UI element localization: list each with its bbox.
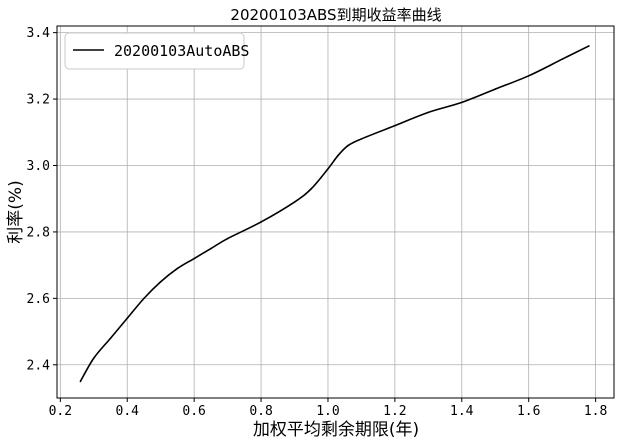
data-point	[92, 357, 95, 359]
y-tick-label: 3.4	[27, 26, 51, 41]
legend-label: 20200103AutoABS	[114, 42, 249, 60]
data-point	[260, 221, 262, 223]
data-point	[360, 138, 363, 140]
data-point	[143, 297, 145, 300]
data-point	[588, 45, 590, 47]
plot-frame	[56, 25, 615, 399]
chart-title: 20200103ABS到期收益率曲线	[230, 6, 441, 24]
y-axis: 2.4 2.6 2.8 3.0 3.2 3.4	[27, 26, 57, 373]
data-point	[226, 237, 229, 240]
y-tick-label: 2.4	[27, 358, 51, 373]
x-tick-label: 1.0	[316, 404, 339, 419]
legend: 20200103AutoABS	[64, 32, 249, 70]
x-tick-label: 0.2	[49, 404, 72, 419]
data-point	[427, 111, 430, 114]
data-point	[561, 58, 563, 61]
data-point	[527, 75, 530, 77]
x-tick-label: 1.4	[450, 404, 474, 419]
data-point	[79, 380, 82, 383]
series-layer	[79, 45, 590, 383]
data-point	[310, 187, 313, 190]
y-axis-label: 利率(%)	[6, 180, 26, 243]
x-axis: 0.2 0.4 0.6 0.8 1.0 1.2 1.4 1.6 1.8	[49, 398, 607, 419]
data-point	[210, 247, 212, 250]
x-tick-label: 0.4	[116, 404, 140, 419]
legend-box	[64, 32, 245, 70]
y-tick-label: 3.0	[27, 159, 50, 174]
x-axis-label: 加权平均剩余期限(年)	[253, 420, 419, 440]
y-tick-label: 2.6	[27, 292, 50, 307]
x-tick-label: 0.6	[182, 404, 205, 419]
data-point	[109, 337, 112, 340]
grid	[57, 26, 614, 398]
data-point	[337, 154, 339, 157]
x-tick-label: 1.2	[383, 404, 406, 419]
data-point	[460, 101, 463, 104]
x-tick-label: 1.8	[584, 404, 607, 419]
data-point	[126, 317, 129, 320]
x-tick-label: 0.8	[249, 404, 272, 419]
data-point	[327, 168, 329, 170]
series-line-20200103AutoABS	[79, 45, 590, 382]
y-tick-label: 2.8	[27, 225, 50, 240]
data-point	[193, 257, 195, 260]
data-point	[176, 267, 179, 270]
data-point	[293, 201, 296, 203]
y-tick-label: 3.2	[27, 93, 50, 108]
data-point	[394, 124, 396, 127]
x-tick-label: 1.6	[517, 404, 540, 419]
data-point	[159, 280, 162, 283]
data-point	[347, 144, 349, 147]
data-point	[494, 88, 497, 90]
